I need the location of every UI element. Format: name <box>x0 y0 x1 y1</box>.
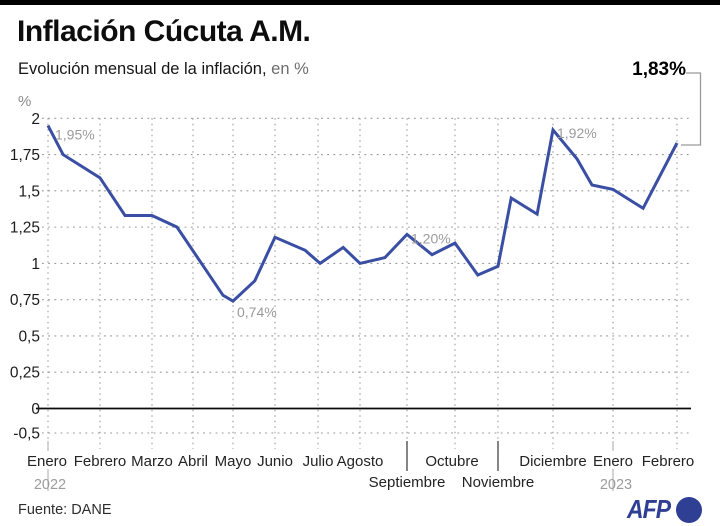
source-note: Fuente: DANE <box>18 502 112 518</box>
y-tick-label: 0,25 <box>10 365 40 382</box>
x-month-label: Marzo <box>131 453 173 470</box>
y-tick-label: 1,75 <box>10 147 40 164</box>
x-month-label: Febrero <box>642 453 695 470</box>
y-tick-label: 0,75 <box>10 292 40 309</box>
y-tick-label: -0,5 <box>13 426 40 443</box>
afp-logo-text: AFP <box>627 494 671 524</box>
year-label: 2022 <box>34 477 66 493</box>
x-month-label: Agosto <box>337 453 384 470</box>
y-unit-label: % <box>18 93 31 110</box>
x-month-label: Julio <box>303 453 334 470</box>
y-tick-label: 1,25 <box>10 220 40 237</box>
x-month-label: Enero <box>27 453 67 470</box>
x-month-label: Junio <box>257 453 293 470</box>
top-bar <box>0 0 720 5</box>
afp-logo: AFP <box>627 494 717 524</box>
x-month-label: Noviembre <box>462 474 535 491</box>
x-month-label: Octubre <box>425 453 478 470</box>
chart-subtitle: Evolución mensual de la inflación, en % <box>18 60 309 79</box>
value-annotation: 1,92% <box>557 125 597 141</box>
x-month-label: Abril <box>178 453 208 470</box>
x-month-label: Febrero <box>74 453 127 470</box>
y-tick-label: 2 <box>31 111 40 128</box>
subtitle-unit: en % <box>271 60 309 78</box>
inflation-line <box>46 124 679 303</box>
value-annotation: 1,20% <box>411 230 451 246</box>
x-month-label: Septiembre <box>369 474 446 491</box>
y-tick-label: 0 <box>31 401 40 418</box>
x-month-label: Mayo <box>215 453 252 470</box>
y-tick-label: 1 <box>31 256 40 273</box>
subtitle-text: Evolución mensual de la inflación, <box>18 60 267 78</box>
year-label: 2023 <box>600 477 632 493</box>
x-month-label: Diciembre <box>519 453 587 470</box>
x-month-label: Enero <box>593 453 633 470</box>
value-annotation: 1,95% <box>55 127 95 143</box>
y-tick-label: 1,5 <box>18 183 40 200</box>
value-annotation: 0,74% <box>237 304 277 320</box>
y-tick-label: 0,5 <box>18 328 40 345</box>
afp-logo-circle <box>676 497 702 523</box>
callout-line <box>681 72 702 146</box>
page-title: Inflación Cúcuta A.M. <box>17 15 311 48</box>
latest-value: 1,83% <box>632 59 686 80</box>
